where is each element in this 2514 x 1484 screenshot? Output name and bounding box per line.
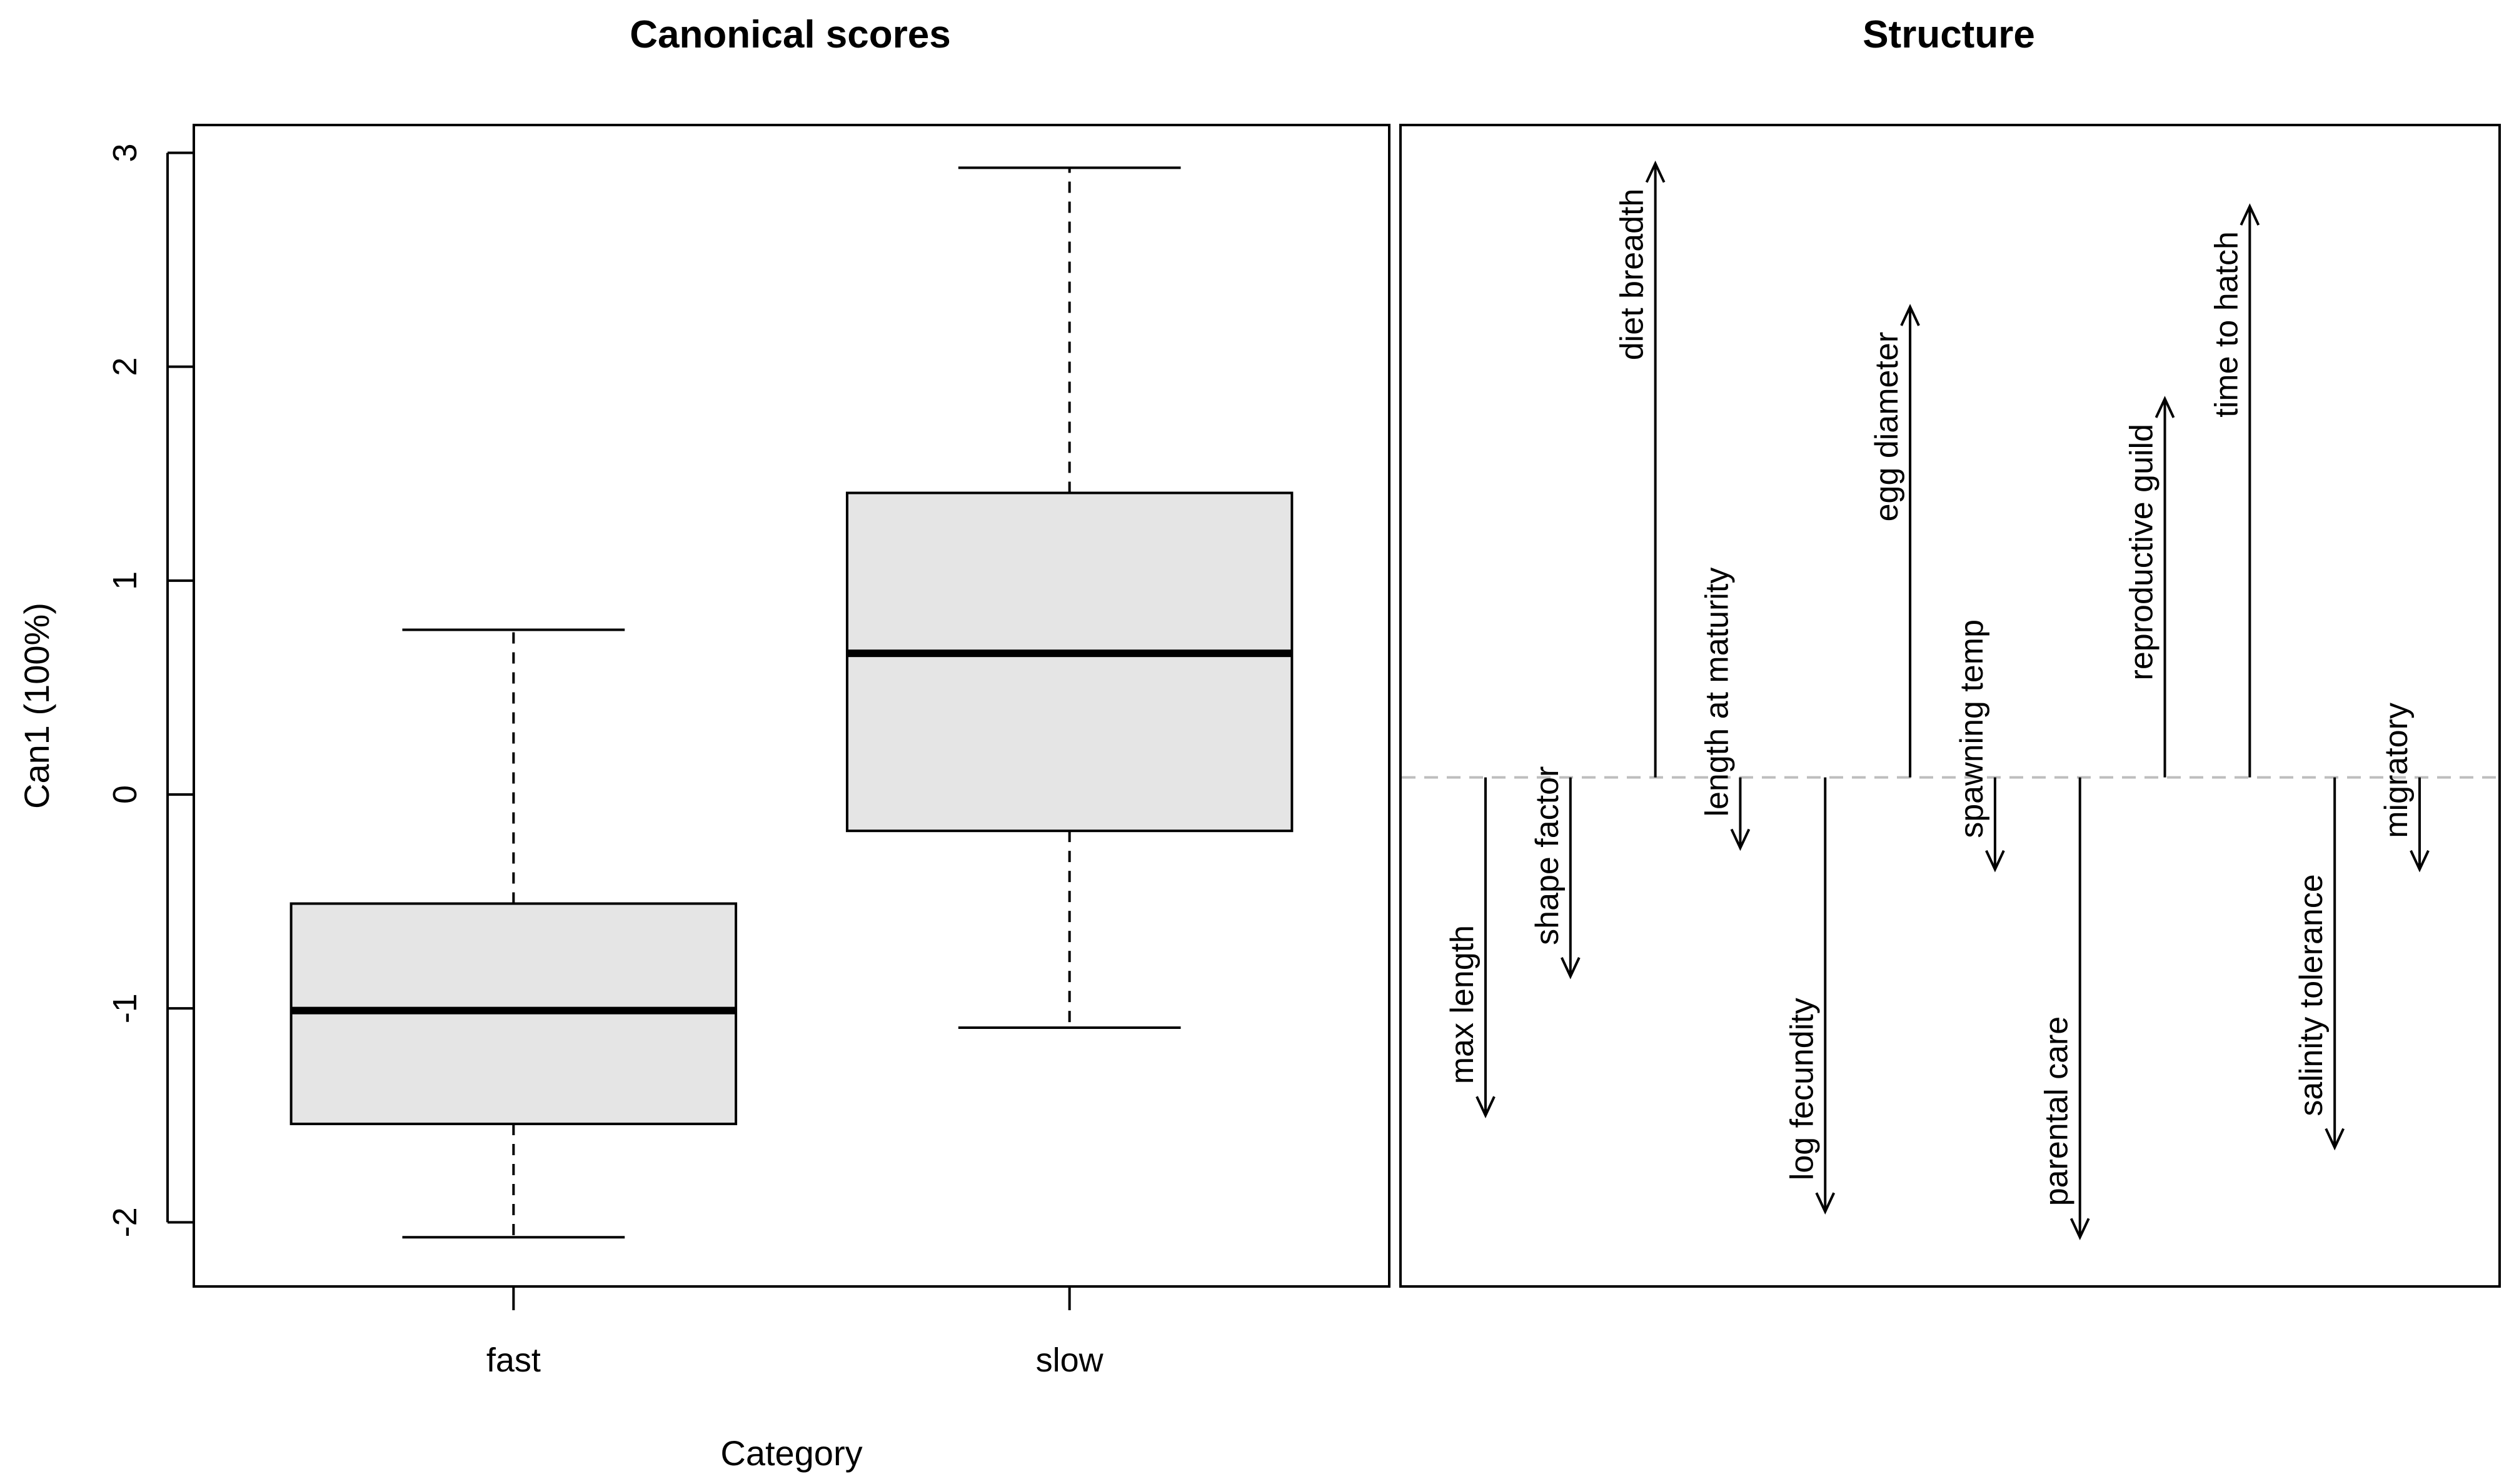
structure-arrows: max length shape factor diet breadth length… (1444, 160, 2430, 1241)
y-tick-label: 3 (106, 143, 144, 162)
arrow-spawning-temp: spawning temp (1954, 619, 2005, 873)
arrow-log-fecundity: log fecundity (1784, 777, 1836, 1215)
arrow-head (2069, 1218, 2090, 1241)
structure-panel: Structure max length shape factor diet bre… (1399, 13, 2501, 1288)
left-plot-frame (193, 124, 1390, 1288)
arrow-head (1645, 160, 1666, 183)
left-panel-title: Canonical scores (630, 13, 950, 56)
x-axis: fast slow (486, 1286, 1104, 1379)
arrow-label: log fecundity (1784, 998, 1820, 1180)
y-axis: -2 -1 0 1 2 3 (106, 143, 194, 1237)
boxplot-plot-area (289, 166, 1294, 1239)
y-tick-label: 0 (106, 785, 144, 804)
arrow-label: egg diameter (1869, 332, 1905, 522)
arrow-label: parental care (2039, 1016, 2075, 1206)
y-tick-label: -2 (106, 1207, 144, 1237)
y-tick-label: 1 (106, 571, 144, 590)
box-fast (289, 628, 738, 1239)
arrow-head (1561, 957, 1581, 980)
arrow-parental-care: parental care (2039, 777, 2090, 1241)
arrow-diet-breadth: diet breadth (1614, 160, 1666, 778)
box-slow (845, 166, 1294, 1029)
arrow-head (1815, 1192, 1836, 1215)
arrow-label: shape factor (1529, 766, 1566, 945)
arrow-label: time to hatch (2208, 231, 2245, 418)
arrow-migratory: migratory (2378, 703, 2430, 873)
x-axis-label: Category (720, 1433, 862, 1473)
arrow-head (2240, 203, 2260, 226)
y-tick-label: 2 (106, 358, 144, 376)
iqr-box (845, 491, 1294, 833)
right-plot-frame (1399, 124, 2501, 1288)
arrow-egg-diameter: egg diameter (1869, 304, 1920, 778)
arrow-head (2410, 850, 2430, 873)
arrow-label: migratory (2378, 703, 2415, 838)
arrow-head (1985, 850, 2005, 873)
arrow-max-length: max length (1444, 777, 1496, 1118)
y-tick-label: -1 (106, 993, 144, 1023)
arrow-label: salinity tolerance (2293, 874, 2330, 1116)
arrow-label: max length (1444, 925, 1481, 1084)
arrow-shape-factor: shape factor (1529, 766, 1581, 980)
x-tick-label: slow (1036, 1341, 1104, 1379)
x-tick-label: fast (486, 1341, 541, 1379)
arrow-head (1730, 828, 1751, 851)
arrow-head (1476, 1096, 1496, 1118)
canonical-scores-panel: Canonical scores -2 -1 0 1 2 3 fast slow Can1 … (17, 13, 1390, 1473)
arrow-reproductive-guild: reproductive guild (2124, 396, 2175, 778)
arrow-time-to-hatch: time to hatch (2208, 203, 2260, 778)
arrow-head (1900, 304, 1920, 326)
right-panel-title: Structure (1863, 13, 2035, 56)
arrow-label: spawning temp (1954, 619, 1990, 838)
y-axis-label: Can1 (100%) (17, 603, 56, 809)
arrow-label: diet breadth (1614, 189, 1651, 361)
arrow-head (2154, 396, 2175, 418)
arrow-label: length at maturity (1699, 568, 1735, 817)
arrow-salinity-tolerance: salinity tolerance (2293, 777, 2345, 1151)
arrow-label: reproductive guild (2124, 424, 2160, 680)
arrow-length-at-maturity: length at maturity (1699, 568, 1751, 851)
arrow-head (2325, 1128, 2345, 1151)
